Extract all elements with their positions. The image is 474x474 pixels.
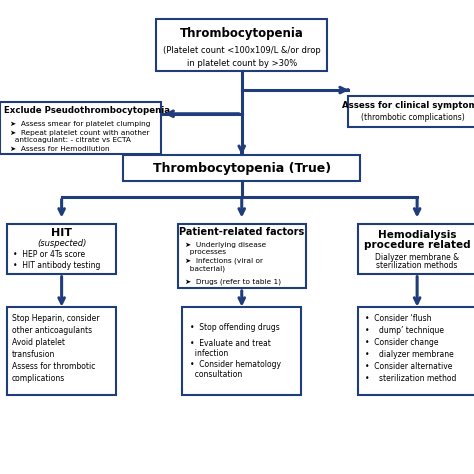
Text: ➤  Underlying disease
  processes: ➤ Underlying disease processes (185, 242, 266, 255)
Text: •  Consider alternative: • Consider alternative (365, 363, 452, 371)
Text: in platelet count by >30%: in platelet count by >30% (187, 59, 297, 67)
Text: •  Consider hematology
  consultation: • Consider hematology consultation (190, 360, 281, 379)
Text: •    sterilization method: • sterilization method (365, 374, 456, 383)
FancyBboxPatch shape (123, 155, 360, 181)
Text: Assess for thrombotic: Assess for thrombotic (12, 363, 95, 371)
FancyBboxPatch shape (178, 224, 306, 288)
Text: ➤  Infections (viral or
  bacterial): ➤ Infections (viral or bacterial) (185, 258, 263, 272)
Text: Exclude Pseudothrombocytopenia: Exclude Pseudothrombocytopenia (4, 107, 170, 115)
Text: •  Consider ‘flush: • Consider ‘flush (365, 314, 431, 323)
Text: other anticoagulants: other anticoagulants (12, 326, 92, 335)
FancyBboxPatch shape (156, 19, 327, 71)
Text: ➤  Assess for Hemodilution: ➤ Assess for Hemodilution (10, 146, 110, 152)
Text: •  HEP or 4Ts score: • HEP or 4Ts score (13, 250, 85, 259)
Text: Thrombocytopenia: Thrombocytopenia (180, 27, 304, 40)
Text: Avoid platelet: Avoid platelet (12, 338, 65, 347)
Text: •  Stop offending drugs: • Stop offending drugs (190, 323, 279, 331)
Text: Stop Heparin, consider: Stop Heparin, consider (12, 314, 100, 323)
Text: Dialyzer membrane &: Dialyzer membrane & (375, 253, 459, 262)
Text: (Platelet count <100x109/L &/or drop: (Platelet count <100x109/L &/or drop (163, 46, 320, 55)
Text: ➤  Assess smear for platelet clumping: ➤ Assess smear for platelet clumping (10, 121, 151, 127)
FancyBboxPatch shape (358, 307, 474, 394)
Text: •    dialyzer membrane: • dialyzer membrane (365, 350, 454, 359)
Text: complications: complications (12, 374, 65, 383)
FancyBboxPatch shape (348, 96, 474, 127)
Text: (thrombotic complications): (thrombotic complications) (361, 113, 464, 121)
Text: ➤  Drugs (refer to table 1): ➤ Drugs (refer to table 1) (185, 278, 281, 285)
FancyBboxPatch shape (7, 224, 116, 274)
Text: Assess for clinical symptoms: Assess for clinical symptoms (342, 101, 474, 110)
FancyBboxPatch shape (358, 224, 474, 274)
Text: HIT: HIT (51, 228, 72, 238)
FancyBboxPatch shape (0, 102, 161, 154)
FancyBboxPatch shape (182, 307, 301, 394)
Text: (suspected): (suspected) (37, 239, 86, 247)
Text: •    dump’ technique: • dump’ technique (365, 326, 444, 335)
Text: •  Consider change: • Consider change (365, 338, 438, 347)
Text: Thrombocytopenia (True): Thrombocytopenia (True) (153, 162, 331, 175)
Text: •  Evaluate and treat
  infection: • Evaluate and treat infection (190, 339, 271, 358)
Text: •  HIT antibody testing: • HIT antibody testing (13, 261, 100, 270)
Text: Hemodialysis: Hemodialysis (378, 229, 456, 240)
Text: transfusion: transfusion (12, 350, 55, 359)
FancyBboxPatch shape (7, 307, 116, 394)
Text: procedure related: procedure related (364, 240, 470, 250)
Text: ➤  Repeat platelet count with another
  anticoagulant: - citrate vs ECTA: ➤ Repeat platelet count with another ant… (10, 130, 150, 143)
Text: sterilization methods: sterilization methods (376, 262, 458, 270)
Text: Patient-related factors: Patient-related factors (179, 227, 304, 237)
